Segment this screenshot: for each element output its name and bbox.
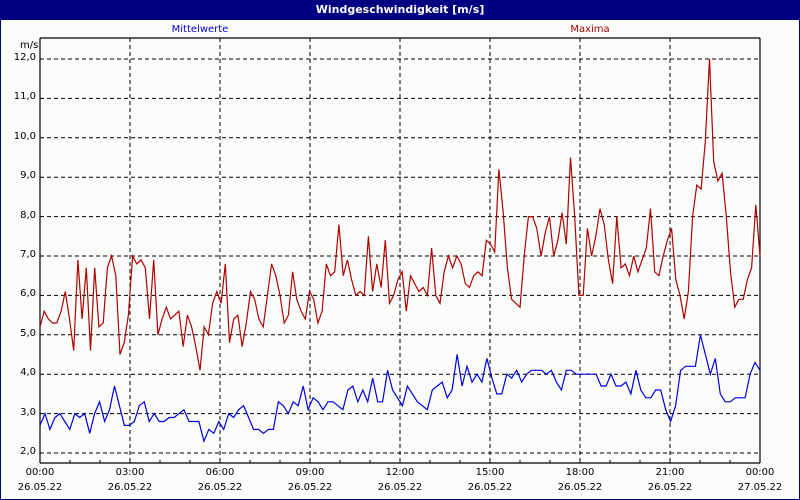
- x-tick-label: 18:00 26.05.22: [550, 467, 610, 493]
- x-tick-label: 21:00 26.05.22: [640, 467, 700, 493]
- x-tick-time: 18:00: [565, 467, 595, 478]
- x-tick-label: 09:00 26.05.22: [280, 467, 340, 493]
- x-tick-time: 00:00: [25, 467, 55, 478]
- x-tick-date: 27.05.22: [737, 482, 783, 493]
- x-tick-label: 06:00 26.05.22: [190, 467, 250, 493]
- x-tick-date: 26.05.22: [17, 482, 63, 493]
- y-tick-label: 6,0: [20, 288, 36, 300]
- x-tick-date: 26.05.22: [197, 482, 243, 493]
- y-tick-label: 12,0: [13, 52, 36, 63]
- y-tick-label: 10,0: [13, 130, 36, 142]
- y-tick-label: 5,0: [20, 327, 36, 339]
- x-tick-label: 03:00 26.05.22: [100, 467, 160, 493]
- x-tick-time: 06:00: [205, 467, 235, 478]
- series-maxima-line: [39, 58, 761, 371]
- x-tick-label: 00:00 26.05.22: [10, 467, 70, 493]
- y-tick-label: 4,0: [20, 367, 36, 379]
- x-tick-label: 00:00 27.05.22: [730, 467, 790, 493]
- x-tick-date: 26.05.22: [557, 482, 603, 493]
- x-tick-time: 12:00: [385, 467, 415, 478]
- legend-max: Maxima: [570, 24, 610, 35]
- x-tick-time: 15:00: [475, 467, 505, 478]
- x-tick-label: 15:00 26.05.22: [460, 467, 520, 493]
- x-tick-date: 26.05.22: [287, 482, 333, 493]
- y-tick-label: 11,0: [13, 91, 36, 103]
- x-tick-time: 03:00: [115, 467, 145, 478]
- x-tick-label: 12:00 26.05.22: [370, 467, 430, 493]
- y-tick-label: 3,0: [20, 406, 36, 418]
- x-tick-time: 21:00: [655, 467, 685, 478]
- gridlines: [40, 38, 760, 463]
- x-tick-date: 26.05.22: [107, 482, 153, 493]
- y-tick-label: 2,0: [20, 446, 36, 457]
- x-tick-date: 26.05.22: [647, 482, 693, 493]
- chart-title: Windgeschwindigkeit [m/s]: [0, 0, 800, 20]
- y-tick-label: 8,0: [20, 209, 36, 221]
- x-tick-time: 09:00: [295, 467, 325, 478]
- series-mean-line: [39, 334, 761, 444]
- y-tick-label: 7,0: [20, 249, 36, 260]
- x-tick-date: 26.05.22: [467, 482, 513, 493]
- y-axis-unit: m/s: [20, 40, 39, 51]
- legend-mean: Mittelwerte: [171, 24, 229, 35]
- x-tick-date: 26.05.22: [377, 482, 423, 493]
- y-tick-label: 9,0: [20, 170, 36, 182]
- x-tick-time: 00:00: [745, 467, 775, 478]
